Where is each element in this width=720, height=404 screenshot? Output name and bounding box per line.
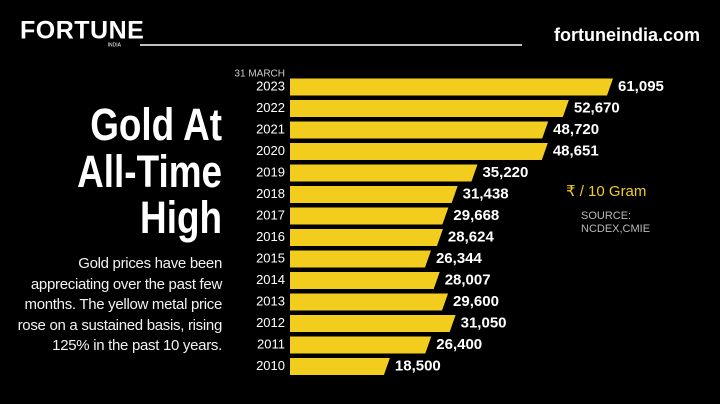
title-block: Gold At All-Time High [77,99,222,242]
y-tick-label: 2017 [256,207,285,222]
bar [290,186,458,203]
y-tick-label: 2020 [256,143,285,158]
brand: FORTUNE [20,17,144,45]
y-tick-label: 2021 [256,121,285,136]
y-tick-label: 2022 [256,100,285,115]
bar [290,358,390,375]
value-label: 52,670 [574,99,620,116]
y-tick-label: 2012 [256,315,285,330]
bar [290,272,440,289]
description: Gold prices have been appreciating over … [17,255,223,355]
bar [290,78,613,96]
chart-title: High [140,192,222,242]
y-tick-label: 2013 [256,293,285,308]
y-tick-label: 2014 [256,272,285,287]
brand-sub: INDIA [108,42,122,48]
bar [290,293,449,311]
value-label: 26,400 [436,336,482,353]
bar [290,143,548,160]
value-label: 35,220 [482,164,528,181]
value-label: 61,095 [618,78,664,95]
value-label: 28,007 [445,271,491,288]
value-label: 29,600 [453,293,499,310]
bar [290,100,569,117]
bar [290,336,432,354]
value-label: 26,344 [436,250,483,267]
bar [290,207,449,225]
y-tick-label: 2015 [256,250,285,265]
y-tick-label: 2016 [256,229,285,244]
value-label: 48,651 [553,142,599,159]
value-label: 29,668 [453,207,499,224]
y-tick-label: 2010 [256,358,285,373]
value-label: 48,720 [553,121,599,138]
value-label: 18,500 [395,357,441,374]
bar [290,164,478,182]
unit-note: ₹ / 10 Gram [566,183,646,200]
y-tick-label: 2018 [256,186,285,201]
bar [290,315,456,332]
y-tick-label: 2019 [256,164,285,179]
y-tick-label: 2023 [256,78,285,93]
bar [290,250,431,268]
site: fortuneindia.com [554,25,700,45]
chart-title: Gold At [90,99,222,149]
value-label: 28,624 [448,228,495,245]
chart-title: All-Time [77,146,222,196]
y-tick-label: 2011 [257,336,285,351]
bar [290,121,549,139]
value-label: 31,438 [463,185,509,202]
source: SOURCE: NCDEX,CMIE [581,210,651,235]
category-note: 31 MARCH [234,69,285,80]
bar [290,229,443,246]
value-label: 31,050 [461,314,507,331]
